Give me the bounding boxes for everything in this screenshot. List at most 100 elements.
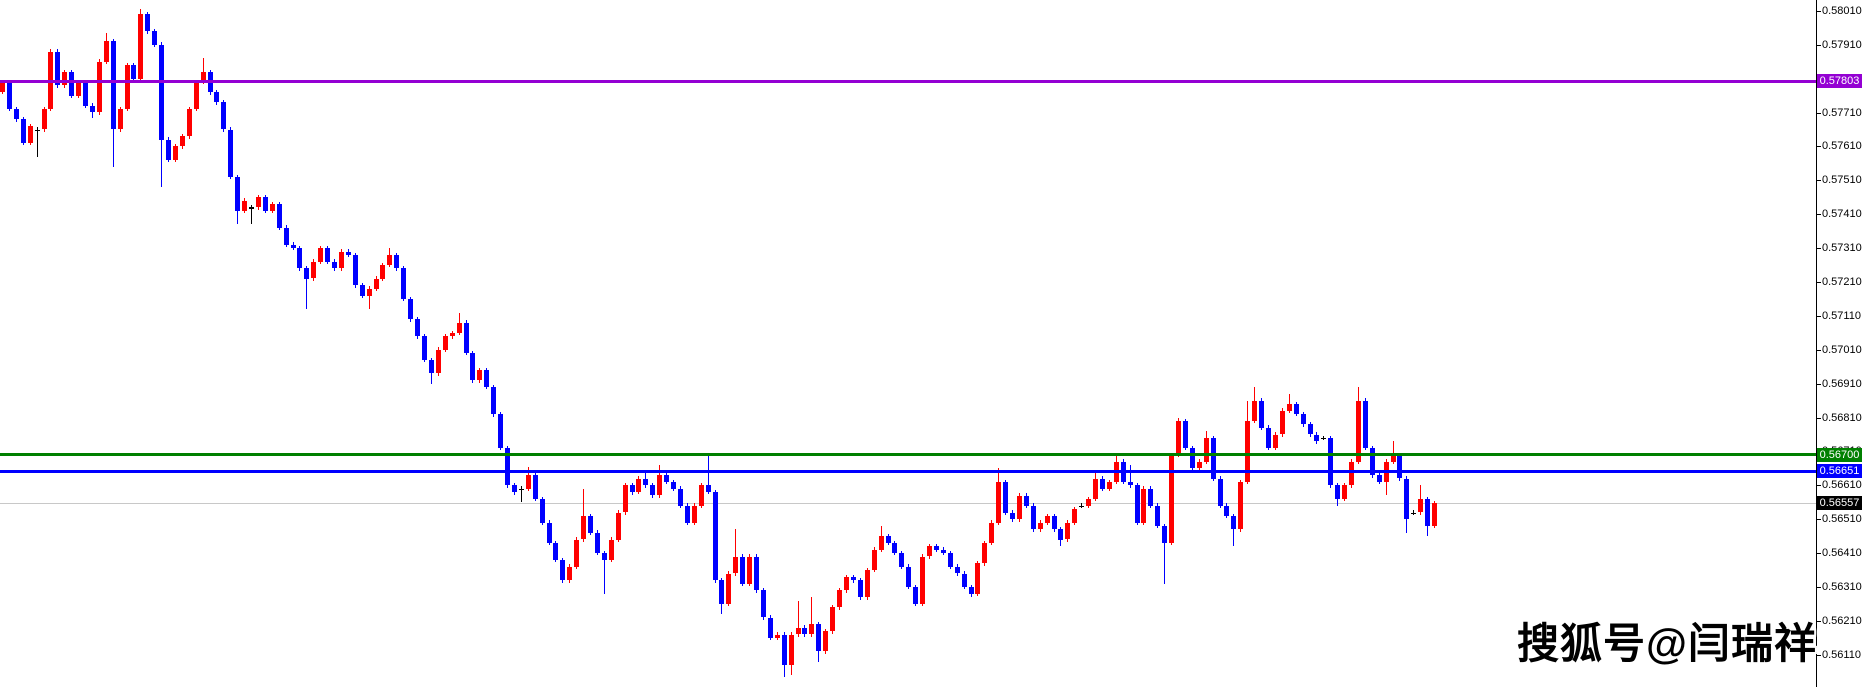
candle-body xyxy=(962,573,967,588)
candle-body xyxy=(1349,461,1354,486)
axis-tick-mark xyxy=(1816,113,1821,114)
candle-body xyxy=(263,197,268,211)
candle-body xyxy=(975,563,980,594)
candle-up xyxy=(583,488,584,542)
candle-body xyxy=(1038,522,1043,530)
axis-tick-mark xyxy=(1816,146,1821,147)
candle-body xyxy=(1308,424,1313,435)
candle-body xyxy=(422,336,427,360)
candle-body xyxy=(865,570,870,598)
candle-body xyxy=(512,485,517,493)
candle-body xyxy=(782,634,787,665)
candle-body xyxy=(941,549,946,554)
candle-body xyxy=(1003,482,1008,513)
candle-body xyxy=(1335,485,1340,499)
candle-body xyxy=(574,539,579,567)
green-resistance-line-label: 0.56700 xyxy=(1817,448,1862,462)
candle-body xyxy=(588,515,593,533)
watermark-text: 搜狐号@闫瑞祥 xyxy=(1517,620,1817,667)
axis-tick-label: 0.58010 xyxy=(1822,5,1862,17)
candle-body xyxy=(886,536,891,543)
candle-body xyxy=(616,512,621,540)
plot-area[interactable] xyxy=(0,0,1816,687)
axis-tick-mark xyxy=(1816,519,1821,520)
axis-tick-label: 0.57310 xyxy=(1822,242,1862,254)
candle-body xyxy=(21,119,26,143)
candle-body xyxy=(28,126,33,143)
axis-tick-mark xyxy=(1816,180,1821,181)
candle-doji-body xyxy=(1411,512,1416,514)
axis-tick-label: 0.56110 xyxy=(1822,649,1861,661)
candle-body xyxy=(906,566,911,587)
axis-tick-label: 0.56510 xyxy=(1822,513,1862,525)
candle-body xyxy=(111,41,116,130)
candle-body xyxy=(138,14,143,79)
candle-body xyxy=(1259,400,1264,428)
candle-body xyxy=(360,285,365,296)
candle-doji-body xyxy=(249,207,254,209)
candle-body xyxy=(332,261,337,269)
candle-body xyxy=(719,580,724,604)
candle-body xyxy=(1190,448,1195,469)
price-axis-line xyxy=(1816,0,1817,687)
candle-doji-body xyxy=(519,488,524,491)
candle-body xyxy=(706,485,711,493)
axis-tick-mark xyxy=(1816,11,1821,12)
candle-body xyxy=(533,475,538,499)
candle-body xyxy=(927,546,932,557)
axis-tick-label: 0.57510 xyxy=(1822,174,1862,186)
candle-body xyxy=(989,522,994,543)
candle-body xyxy=(76,82,81,96)
candle-body xyxy=(104,41,109,62)
candle-body xyxy=(318,248,323,262)
candle-body xyxy=(201,71,206,83)
green-resistance-line[interactable] xyxy=(0,453,1816,457)
candle-body xyxy=(671,482,676,489)
candle-down xyxy=(604,550,605,594)
axis-tick-mark xyxy=(1816,418,1821,419)
candle-body xyxy=(505,448,510,486)
axis-tick-mark xyxy=(1816,214,1821,215)
candle-body xyxy=(470,353,475,381)
blue-support-line[interactable] xyxy=(0,469,1816,473)
axis-tick-label: 0.56410 xyxy=(1822,547,1862,559)
candle-body xyxy=(1100,478,1105,489)
candle-body xyxy=(7,82,12,110)
purple-resistance-line[interactable] xyxy=(0,79,1816,83)
candle-body xyxy=(899,553,904,567)
candle-body xyxy=(996,482,1001,523)
candle-body xyxy=(1010,512,1015,520)
current-price-line[interactable] xyxy=(0,502,1816,504)
candle-body xyxy=(235,176,240,211)
candle-body xyxy=(1224,505,1229,516)
candle-body xyxy=(297,248,302,269)
candle-body xyxy=(1328,437,1333,486)
candle-body xyxy=(844,576,849,591)
candle-body xyxy=(1107,482,1112,489)
candle-body xyxy=(602,553,607,560)
candle-body xyxy=(650,485,655,496)
candle-down xyxy=(1164,523,1165,584)
candle-body xyxy=(367,288,372,296)
blue-support-line-label: 0.56651 xyxy=(1817,464,1862,478)
candle-body xyxy=(194,82,199,110)
candle-down xyxy=(1130,465,1131,488)
candle-body xyxy=(394,254,399,269)
axis-tick-mark xyxy=(1816,587,1821,588)
candle-body xyxy=(1218,478,1223,506)
candle-body xyxy=(443,336,448,350)
candle-body xyxy=(699,485,704,506)
candle-body xyxy=(1238,482,1243,530)
candle-body xyxy=(1391,454,1396,462)
candle-body xyxy=(1052,515,1057,530)
candle-body xyxy=(311,261,316,279)
candle-body xyxy=(1432,503,1437,526)
axis-tick-label: 0.56910 xyxy=(1822,378,1862,390)
candle-body xyxy=(858,580,863,598)
candle-doji xyxy=(37,127,38,157)
candle-body xyxy=(643,478,648,486)
candle-body xyxy=(221,102,226,130)
candle-body xyxy=(242,200,247,211)
candle-body xyxy=(1086,498,1091,506)
